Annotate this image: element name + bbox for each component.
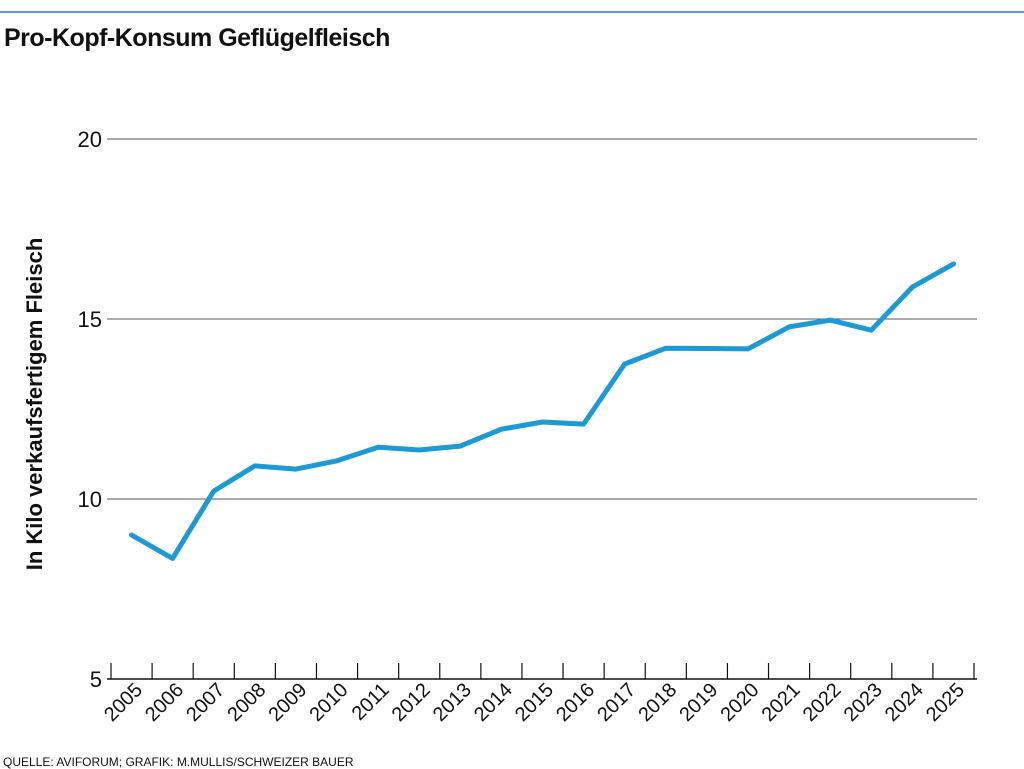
- x-tick-label: 2016: [552, 679, 599, 726]
- x-tick-label: 2009: [264, 679, 311, 726]
- x-tick-label: 2024: [881, 679, 928, 726]
- x-tick-label: 2022: [799, 679, 846, 726]
- x-tick-label: 2013: [429, 679, 476, 726]
- data-line: [129, 261, 956, 561]
- x-tick-label: 2014: [470, 679, 517, 726]
- y-tick-label: 15: [78, 307, 102, 332]
- x-tick-label: 2005: [100, 679, 147, 726]
- x-tick-label: 2018: [634, 679, 681, 726]
- y-axis-label: In Kilo verkaufsfertigem Fleisch: [22, 238, 47, 571]
- x-tick-label: 2020: [716, 679, 763, 726]
- source: QUELLE: AVIFORUM; GRAFIK: M.MULLIS/SCHWE…: [3, 755, 354, 769]
- x-tick-label: 2025: [922, 679, 969, 726]
- x-tick-label: 2006: [141, 679, 188, 726]
- y-tick-label: 5: [90, 667, 102, 692]
- x-tick-label: 2015: [511, 679, 558, 726]
- chart-title: Pro-Kopf-Konsum Geflügelfleisch: [4, 24, 390, 52]
- x-tick-label: 2023: [840, 679, 887, 726]
- x-tick-label: 2011: [348, 679, 394, 725]
- x-tick-label: 2008: [223, 679, 270, 726]
- x-tick-label: 2019: [675, 679, 722, 726]
- x-tick-label: 2017: [593, 679, 640, 726]
- x-tick-label: 2007: [182, 679, 229, 726]
- x-tick-label: 2021: [758, 679, 805, 726]
- x-tick-label: 2012: [388, 679, 435, 726]
- y-tick-label: 20: [78, 127, 102, 152]
- x-tick-label: 2010: [306, 679, 353, 726]
- y-tick-label: 10: [78, 487, 102, 512]
